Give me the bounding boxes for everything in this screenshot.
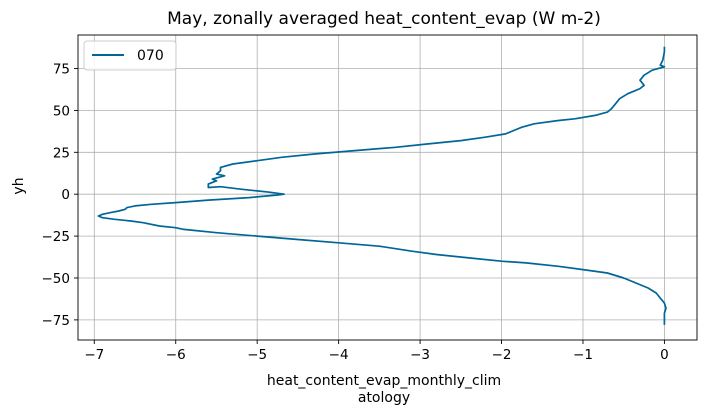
x-tick-label: −3 [410, 347, 430, 363]
y-tick-label: −50 [42, 271, 71, 287]
y-tick-label: 75 [53, 62, 70, 78]
x-tick-label: −5 [247, 347, 267, 363]
y-tick-label: 25 [53, 145, 70, 161]
y-tick-label: 50 [53, 103, 70, 119]
x-tick-label: −1 [573, 347, 593, 363]
y-axis-label: yh [11, 177, 27, 194]
x-axis: −7 −6 −5 −4 −3 −2 −1 0 [84, 340, 669, 363]
x-tick-label: −6 [166, 347, 186, 363]
x-tick-label: −2 [492, 347, 512, 363]
chart-title: May, zonally averaged heat_content_evap … [167, 9, 601, 29]
y-axis: −75 −50 −25 0 25 50 75 [42, 62, 78, 329]
x-tick-label: −7 [84, 347, 104, 363]
x-axis-label-line2: atology [358, 390, 410, 406]
legend-box [83, 40, 177, 71]
x-tick-label: 0 [660, 347, 669, 363]
series-layer [97, 46, 667, 325]
x-tick-label: −4 [329, 347, 349, 363]
y-tick-label: −75 [42, 313, 71, 329]
y-tick-label: 0 [61, 187, 70, 203]
legend: 070 [83, 40, 177, 71]
x-axis-label-line1: heat_content_evap_monthly_clim [267, 373, 501, 389]
legend-label: 070 [137, 48, 164, 64]
y-tick-label: −25 [42, 229, 71, 245]
plot-frame [77, 34, 698, 341]
series-line [97, 46, 667, 325]
grid [78, 35, 697, 340]
